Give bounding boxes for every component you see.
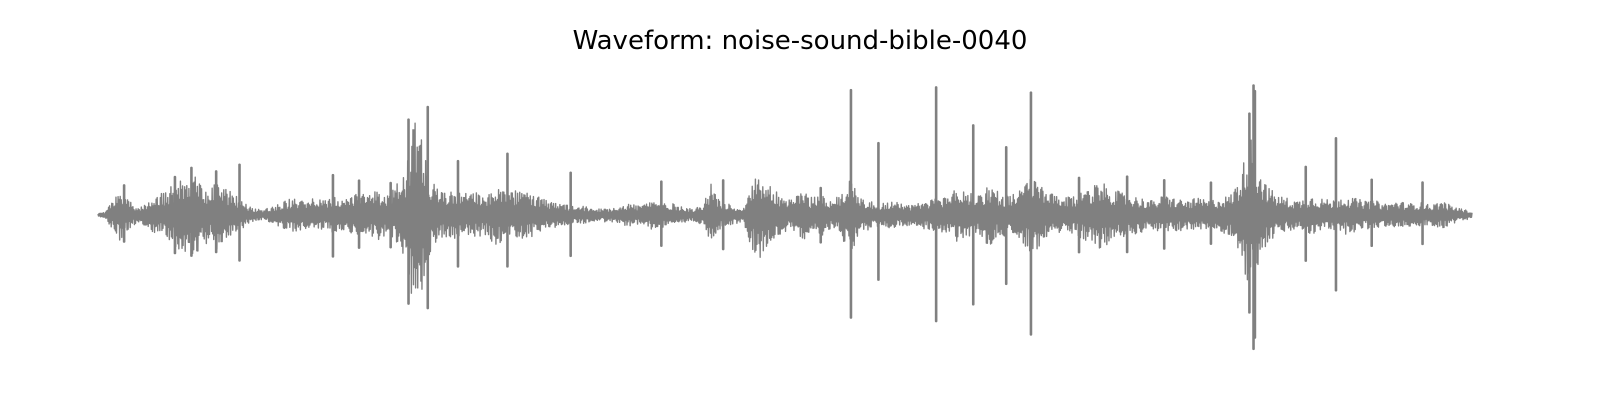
waveform-line	[97, 122, 1473, 294]
waveform-series	[97, 84, 1473, 351]
chart-title: Waveform: noise-sound-bible-0040	[572, 26, 1028, 56]
